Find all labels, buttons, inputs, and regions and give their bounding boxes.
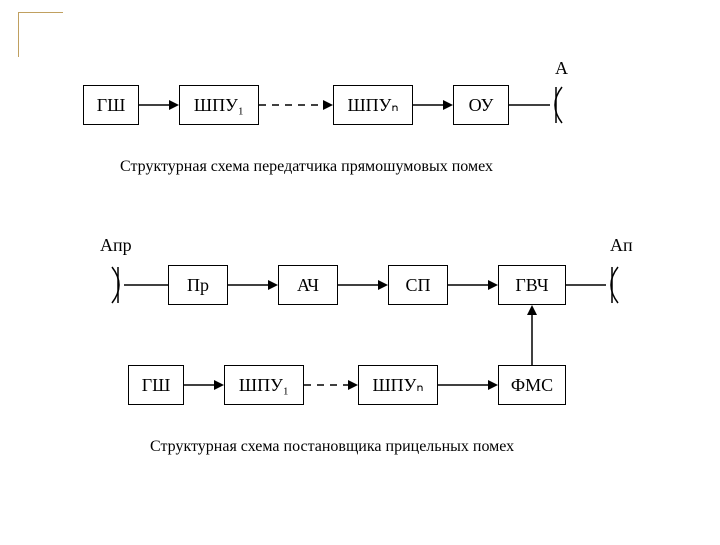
block-d2-r1-b2: АЧ <box>278 265 338 305</box>
block-d1-b3: ШПУₙ <box>333 85 413 125</box>
block-d2-r1-b1: Пр <box>168 265 228 305</box>
block-d2-r2-b4: ФМС <box>498 365 566 405</box>
antenna-label: Ап <box>610 235 633 256</box>
diagram-stage: ГШ ШПУ₁ ШПУₙ ОУ А Структурная схема передатчи… <box>0 0 720 540</box>
block-d2-r1-b3: СП <box>388 265 448 305</box>
block-d1-b2: ШПУ₁ <box>179 85 259 125</box>
caption-diagram-1: Структурная схема передатчика прямошумов… <box>120 158 493 176</box>
block-d2-r2-b3: ШПУₙ <box>358 365 438 405</box>
antenna-label: Апр <box>100 235 132 256</box>
block-d2-r2-b2: ШПУ₁ <box>224 365 304 405</box>
block-d1-b4: ОУ <box>453 85 509 125</box>
caption-diagram-2: Структурная схема постановщика прицельны… <box>150 438 514 456</box>
block-d2-r2-b1: ГШ <box>128 365 184 405</box>
block-d2-r1-b4: ГВЧ <box>498 265 566 305</box>
connections-svg <box>0 0 720 540</box>
antenna-label: А <box>555 58 568 79</box>
block-d1-b1: ГШ <box>83 85 139 125</box>
